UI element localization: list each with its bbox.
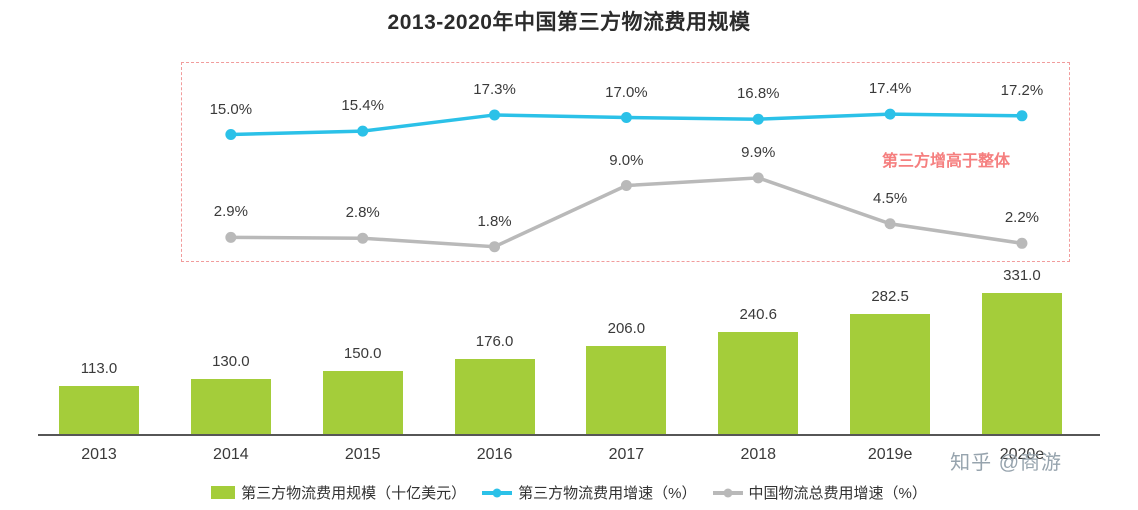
bar: [322, 370, 403, 435]
x-axis-label: 2017: [608, 446, 645, 463]
line-value-label: 17.0%: [605, 83, 648, 101]
line-point-marker: [620, 180, 632, 191]
annotation-text: 第三方增高于整体: [882, 153, 1011, 170]
bar-value-label: 206.0: [607, 320, 646, 338]
x-axis-label: 2014: [213, 446, 249, 463]
legend-dot: [492, 488, 502, 497]
bar: [586, 346, 667, 435]
line-value-label: 15.4%: [341, 97, 384, 115]
legend-label: 中国物流总费用增速（%）: [748, 485, 927, 502]
watermark: 知乎 @商游: [950, 452, 1062, 474]
x-axis-label: 2016: [476, 446, 513, 463]
bar-value-label: 130.0: [212, 353, 250, 371]
bar-value-label: 176.0: [475, 333, 514, 351]
chart-title: 2013-2020年中国第三方物流费用规模: [387, 11, 751, 34]
line-value-label: 2.2%: [1004, 209, 1040, 227]
line-point-marker: [752, 113, 764, 125]
legend-item-bar: 第三方物流费用规模（十亿美元）: [211, 482, 466, 503]
line-value-label: 2.9%: [213, 203, 248, 221]
line-point-marker: [225, 129, 237, 140]
line-value-label: 2.8%: [345, 204, 380, 222]
line-value-label: 17.2%: [1000, 81, 1044, 99]
bar: [718, 331, 799, 435]
line-point-marker: [884, 108, 896, 120]
legend-label: 第三方物流费用增速（%）: [518, 485, 697, 502]
legend-dot: [723, 488, 732, 497]
line-value-label: 16.8%: [736, 85, 780, 103]
bar: [59, 386, 139, 435]
legend-label: 第三方物流费用规模（十亿美元）: [241, 485, 467, 502]
bar-value-label: 240.6: [739, 305, 778, 323]
bar-value-label: 331.0: [1003, 266, 1041, 284]
line-point-marker: [620, 112, 632, 123]
line-point-marker: [1016, 110, 1028, 122]
x-axis-label: 2013: [81, 446, 117, 463]
line-chart-frame: [181, 62, 1070, 262]
legend: 第三方物流费用规模（十亿美元） 第三方物流费用增速（%） 中国物流总费用增速（%…: [0, 482, 1138, 503]
bar: [454, 359, 535, 435]
x-axis-label: 2019e: [867, 446, 913, 463]
line-point-marker: [489, 109, 501, 121]
line-value-label: 17.3%: [473, 80, 516, 98]
line-value-label: 9.0%: [609, 151, 644, 169]
bar-value-label: 113.0: [80, 360, 118, 378]
x-axis-label: 2015: [344, 446, 381, 463]
bar: [850, 313, 931, 435]
line-point-marker: [357, 125, 369, 137]
x-axis-label: 2020e: [999, 446, 1045, 463]
legend-item-line-blue: 第三方物流费用增速（%）: [482, 482, 697, 503]
bar-value-label: 150.0: [343, 344, 382, 362]
legend-item-line-gray: 中国物流总费用增速（%）: [712, 482, 927, 503]
line-point-marker: [1016, 237, 1028, 249]
line-value-label: 4.5%: [872, 189, 908, 207]
line-dot-icon: [712, 488, 743, 497]
line-value-label: 15.0%: [209, 100, 253, 118]
x-axis-line: [38, 434, 1100, 436]
line-point-marker: [489, 241, 501, 253]
bar: [190, 379, 271, 435]
bar-value-label: 282.5: [871, 287, 909, 305]
line-point-marker: [752, 172, 764, 184]
line-value-label: 17.4%: [868, 80, 912, 98]
line-value-label: 1.8%: [477, 212, 512, 230]
line-point-marker: [884, 218, 896, 230]
line-dot-icon: [482, 488, 513, 497]
bar: [981, 292, 1062, 435]
line-point-marker: [225, 231, 237, 243]
line-value-label: 9.9%: [741, 143, 776, 161]
bar-swatch-icon: [211, 486, 236, 499]
x-axis-label: 2018: [740, 446, 777, 463]
line-point-marker: [357, 232, 369, 244]
